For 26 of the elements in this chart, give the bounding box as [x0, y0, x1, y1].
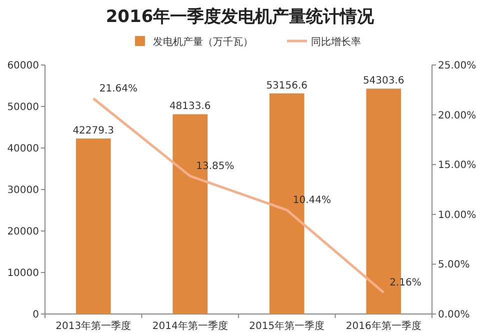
y-tick-label: 50000 [7, 102, 39, 113]
chart-title: 2016年一季度发电机产量统计情况 [106, 7, 376, 27]
y-tick-label: 60000 [7, 60, 39, 72]
y2-tick-label: 20.00% [438, 110, 476, 122]
y2-tick-label: 10.00% [438, 210, 476, 221]
data-label: 54303.6 [362, 76, 404, 87]
y-tick-label: 0 [32, 310, 39, 320]
legend-label: 发电机产量（万千瓦） [153, 36, 253, 48]
x-tick-label: 2013年第一季度 [56, 320, 132, 332]
y2-tick-label: 15.00% [438, 160, 476, 172]
y-tick-label: 30000 [7, 185, 39, 196]
data-label: 21.64% [99, 83, 138, 94]
x-tick-label: 2016年第一季度 [346, 320, 422, 332]
data-label: 48133.6 [169, 101, 211, 112]
y-tick-label: 20000 [7, 226, 39, 238]
data-label: 53156.6 [266, 80, 308, 92]
x-tick-label: 2014年第一季度 [152, 320, 228, 332]
y2-tick-label: 5.00% [438, 260, 470, 271]
y2-tick-label: 0.00% [438, 310, 470, 320]
y-tick-label: 10000 [7, 268, 39, 279]
bar [76, 138, 111, 314]
legend-label: 同比增长率 [311, 36, 361, 48]
y-tick-label: 40000 [7, 144, 39, 154]
y2-tick-label: 25.00% [438, 60, 476, 72]
x-tick-label: 2015年第一季度 [249, 320, 325, 332]
data-label: 42279.3 [72, 126, 114, 137]
